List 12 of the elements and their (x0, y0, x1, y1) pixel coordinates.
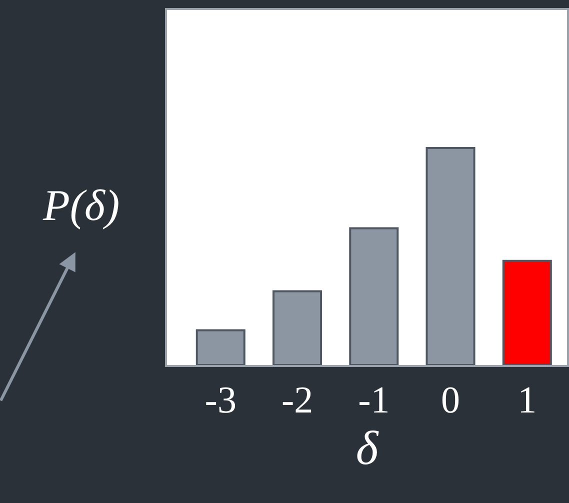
bar (426, 147, 476, 365)
x-axis-title: δ (356, 422, 379, 476)
x-tick-label: -2 (281, 380, 314, 422)
x-tick-label: -3 (204, 380, 236, 422)
x-tick-label: -1 (358, 380, 390, 422)
bar (196, 329, 246, 365)
bar (272, 290, 322, 365)
x-tick-label: 1 (518, 380, 537, 422)
bar (502, 260, 552, 365)
y-axis-title: P(δ) (42, 181, 120, 230)
bar (349, 227, 399, 365)
x-tick-label: 0 (441, 380, 460, 422)
